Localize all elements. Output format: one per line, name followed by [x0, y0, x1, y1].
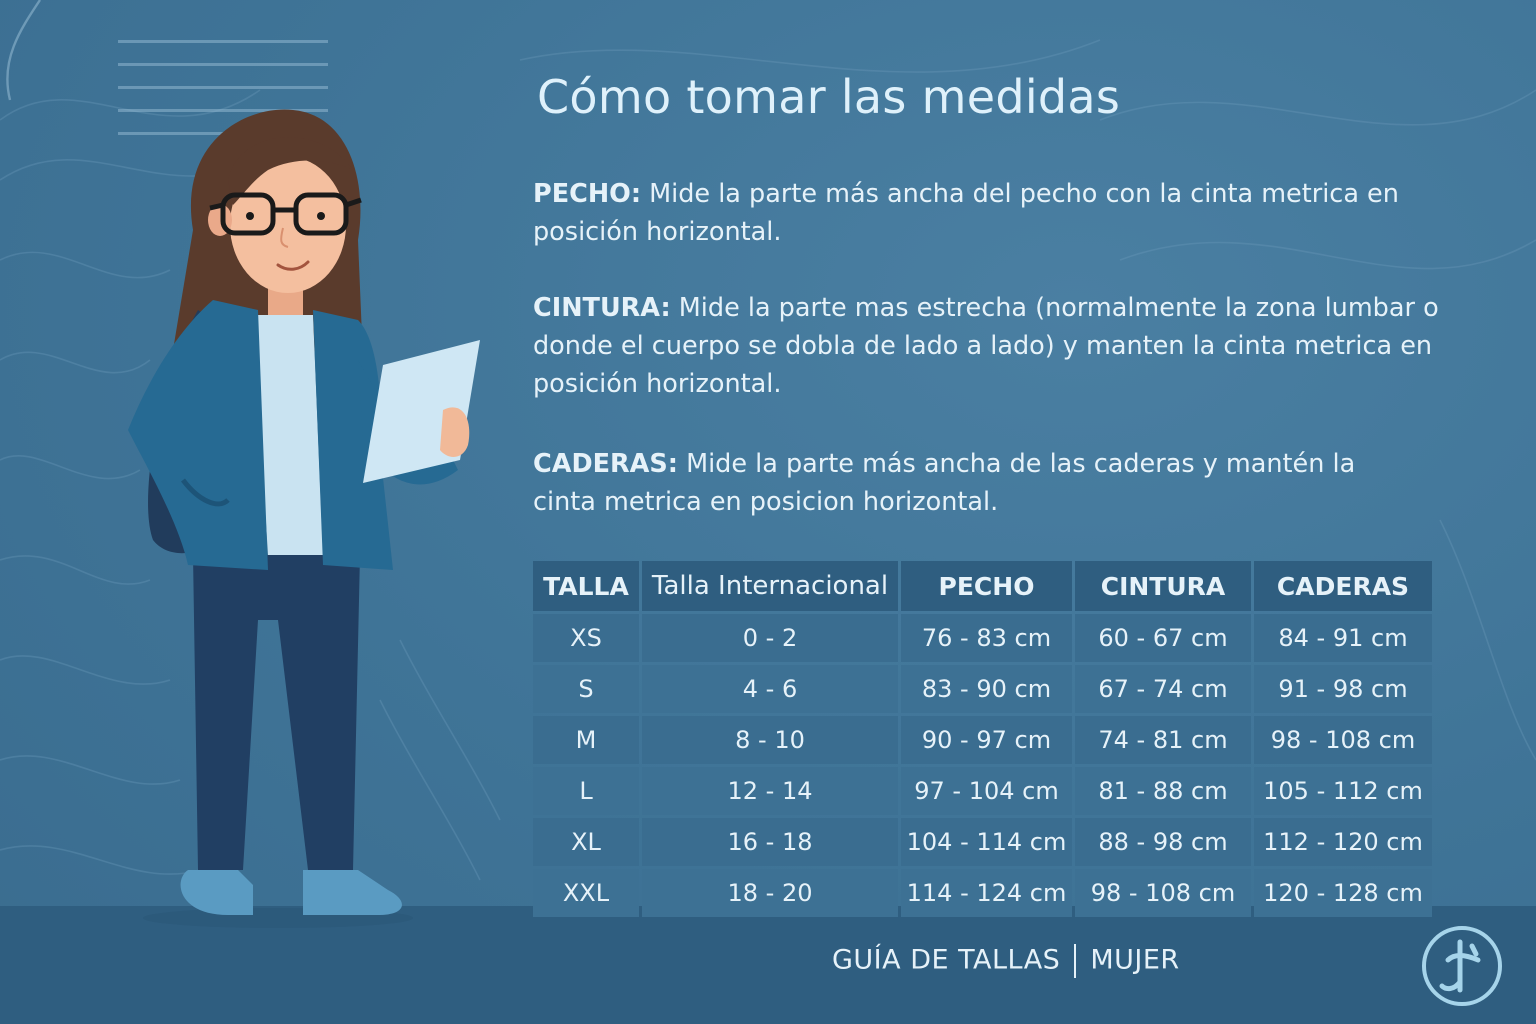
cell-talla-internacional: 8 - 10	[642, 716, 898, 764]
instruction-cintura: CINTURA: Mide la parte mas estrecha (nor…	[533, 289, 1463, 403]
header-caderas: CADERAS	[1254, 561, 1432, 611]
instruction-cintura-text: Mide la parte mas estrecha (normalmente …	[533, 293, 1439, 399]
cell-talla-internacional: 0 - 2	[642, 614, 898, 662]
cell-talla-internacional: 4 - 6	[642, 665, 898, 713]
instruction-caderas-label: CADERAS:	[533, 449, 678, 479]
page-title: Cómo tomar las medidas	[537, 70, 1121, 124]
cell-talla-internacional: 12 - 14	[642, 767, 898, 815]
instruction-caderas-text: Mide la parte más ancha de las caderas y…	[533, 449, 1356, 517]
footer-category-label: MUJER	[1090, 944, 1180, 976]
header-pecho: PECHO	[901, 561, 1072, 611]
cell-pecho: 114 - 124 cm	[901, 869, 1072, 917]
footer-divider	[1074, 944, 1077, 978]
instruction-pecho: PECHO: Mide la parte más ancha del pecho…	[533, 175, 1473, 251]
cell-caderas: 91 - 98 cm	[1254, 665, 1432, 713]
size-table: TALLA Talla Internacional PECHO CINTURA …	[530, 558, 1435, 920]
table-row: M 8 - 10 90 - 97 cm 74 - 81 cm 98 - 108 …	[533, 716, 1432, 764]
cell-cintura: 67 - 74 cm	[1075, 665, 1251, 713]
cell-cintura: 98 - 108 cm	[1075, 869, 1251, 917]
footer-label: GUÍA DE TALLAS MUJER	[832, 944, 1180, 978]
instruction-pecho-text: Mide la parte más ancha del pecho con la…	[533, 179, 1399, 247]
instruction-pecho-label: PECHO:	[533, 179, 642, 209]
table-row: XXL 18 - 20 114 - 124 cm 98 - 108 cm 120…	[533, 869, 1432, 917]
table-row: S 4 - 6 83 - 90 cm 67 - 74 cm 91 - 98 cm	[533, 665, 1432, 713]
table-header-row: TALLA Talla Internacional PECHO CINTURA …	[533, 561, 1432, 611]
cell-talla-internacional: 18 - 20	[642, 869, 898, 917]
cell-talla: L	[533, 767, 639, 815]
table-row: L 12 - 14 97 - 104 cm 81 - 88 cm 105 - 1…	[533, 767, 1432, 815]
cell-cintura: 88 - 98 cm	[1075, 818, 1251, 866]
table-row: XS 0 - 2 76 - 83 cm 60 - 67 cm 84 - 91 c…	[533, 614, 1432, 662]
cell-pecho: 83 - 90 cm	[901, 665, 1072, 713]
cell-caderas: 98 - 108 cm	[1254, 716, 1432, 764]
footer-guide-label: GUÍA DE TALLAS	[832, 944, 1061, 976]
cell-talla-internacional: 16 - 18	[642, 818, 898, 866]
cell-caderas: 112 - 120 cm	[1254, 818, 1432, 866]
woman-holding-paper-illustration	[128, 109, 480, 928]
cell-talla: M	[533, 716, 639, 764]
header-talla-internacional: Talla Internacional	[642, 561, 898, 611]
cell-talla: XS	[533, 614, 639, 662]
cell-pecho: 76 - 83 cm	[901, 614, 1072, 662]
cell-cintura: 60 - 67 cm	[1075, 614, 1251, 662]
cell-caderas: 84 - 91 cm	[1254, 614, 1432, 662]
cell-pecho: 104 - 114 cm	[901, 818, 1072, 866]
cell-caderas: 120 - 128 cm	[1254, 869, 1432, 917]
cell-cintura: 81 - 88 cm	[1075, 767, 1251, 815]
table-row: XL 16 - 18 104 - 114 cm 88 - 98 cm 112 -…	[533, 818, 1432, 866]
header-talla: TALLA	[533, 561, 639, 611]
cell-cintura: 74 - 81 cm	[1075, 716, 1251, 764]
cell-talla: XL	[533, 818, 639, 866]
instruction-cintura-label: CINTURA:	[533, 293, 671, 323]
cell-pecho: 97 - 104 cm	[901, 767, 1072, 815]
cell-talla: XXL	[533, 869, 639, 917]
cell-caderas: 105 - 112 cm	[1254, 767, 1432, 815]
cell-talla: S	[533, 665, 639, 713]
header-cintura: CINTURA	[1075, 561, 1251, 611]
instruction-caderas: CADERAS: Mide la parte más ancha de las …	[533, 445, 1423, 521]
cell-pecho: 90 - 97 cm	[901, 716, 1072, 764]
brand-logo-icon	[1422, 926, 1502, 1006]
